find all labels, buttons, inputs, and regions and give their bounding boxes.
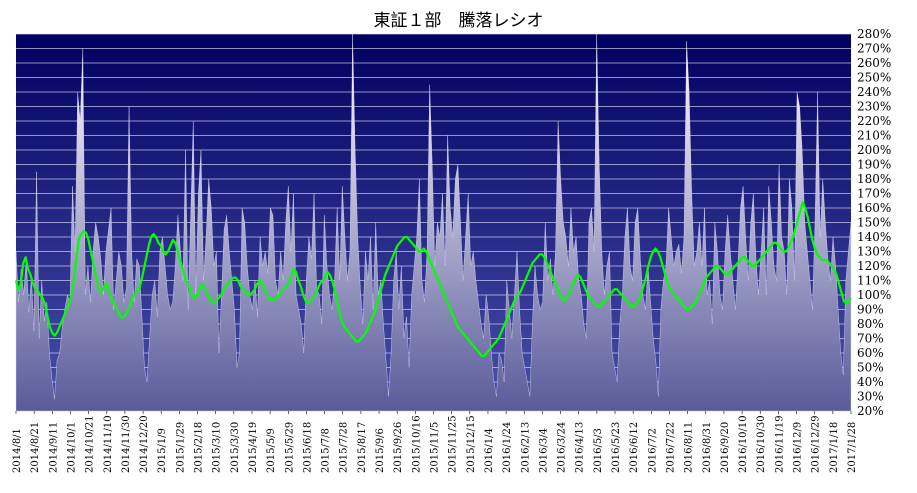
x-tick-label: 2014/9/11 — [48, 422, 59, 473]
x-tick-label: 2015/10/16 — [411, 415, 422, 473]
y-tick-label: 280% — [857, 27, 891, 41]
x-axis: 2014/8/1 2014/8/21 2014/9/11 2014/10/1 2014/… — [12, 411, 858, 473]
x-tick-label: 2015/7/28 — [339, 422, 350, 473]
y-tick-label: 240% — [857, 85, 891, 99]
x-tick-label: 2015/4/19 — [248, 422, 259, 473]
chart-title: 東証１部 騰落レシオ — [373, 11, 544, 31]
x-tick-label: 2014/11/30 — [121, 415, 132, 473]
y-tick-label: 110% — [857, 274, 891, 288]
y-tick-label: 170% — [857, 187, 891, 201]
y-tick-label: 260% — [857, 56, 891, 70]
y-tick-label: 50% — [857, 361, 884, 375]
x-tick-label: 2016/5/3 — [593, 428, 604, 473]
x-tick-label: 2014/10/21 — [85, 415, 96, 473]
x-tick-label: 2016/10/10 — [738, 415, 749, 473]
y-tick-label: 60% — [857, 346, 884, 360]
y-tick-label: 120% — [857, 259, 891, 273]
ratio-area — [15, 33, 852, 412]
x-tick-label: 2016/9/20 — [720, 422, 731, 473]
x-tick-label: 2014/12/20 — [139, 415, 150, 473]
y-axis: 20%30%40%50%60%70%80%90%100%110%120%130%… — [857, 27, 891, 418]
y-tick-label: 160% — [857, 201, 891, 215]
x-tick-label: 2014/8/1 — [12, 428, 23, 473]
y-tick-label: 250% — [857, 71, 891, 85]
y-tick-label: 180% — [857, 172, 891, 186]
x-tick-label: 2015/3/10 — [212, 422, 223, 473]
y-tick-label: 220% — [857, 114, 891, 128]
y-tick-label: 40% — [857, 375, 884, 389]
x-tick-label: 2015/7/8 — [321, 428, 332, 473]
x-tick-label: 2016/2/13 — [520, 422, 531, 473]
x-tick-label: 2016/7/2 — [647, 428, 658, 473]
x-tick-label: 2014/8/21 — [30, 422, 41, 473]
x-tick-label: 2015/5/29 — [284, 422, 295, 473]
y-tick-label: 70% — [857, 332, 884, 346]
x-tick-label: 2015/8/17 — [357, 422, 368, 473]
y-tick-label: 210% — [857, 129, 891, 143]
x-tick-label: 2015/5/9 — [266, 428, 277, 473]
x-tick-label: 2016/1/4 — [484, 428, 495, 473]
x-tick-label: 2016/8/11 — [684, 422, 695, 473]
x-tick-label: 2016/12/29 — [811, 415, 822, 473]
x-tick-label: 2015/1/9 — [157, 428, 168, 473]
y-tick-label: 100% — [857, 288, 891, 302]
moving-average-line — [14, 201, 852, 357]
x-tick-label: 2016/6/12 — [629, 422, 640, 473]
y-tick-label: 200% — [857, 143, 891, 157]
x-tick-label: 2015/6/18 — [302, 422, 313, 473]
x-tick-label: 2015/9/26 — [393, 422, 404, 473]
y-tick-label: 20% — [857, 404, 884, 418]
x-tick-label: 2016/10/30 — [756, 415, 767, 473]
x-tick-label: 2014/10/1 — [67, 422, 78, 473]
y-tick-label: 80% — [857, 317, 884, 331]
x-tick-label: 2015/9/6 — [375, 428, 386, 473]
x-tick-label: 2016/7/22 — [666, 422, 677, 473]
x-tick-label: 2015/11/5 — [430, 422, 441, 473]
y-tick-label: 230% — [857, 100, 891, 114]
x-tick-label: 2016/4/13 — [575, 422, 586, 473]
y-tick-label: 150% — [857, 216, 891, 230]
x-tick-label: 2015/2/18 — [194, 422, 205, 473]
x-tick-label: 2015/12/15 — [466, 415, 477, 473]
x-tick-label: 2016/3/24 — [557, 422, 568, 473]
x-tick-label: 2017/1/28 — [847, 422, 858, 473]
x-tick-label: 2017/1/18 — [829, 422, 840, 473]
y-tick-label: 270% — [857, 42, 891, 56]
ratio-area-layer — [15, 33, 852, 412]
x-tick-label: 2016/8/31 — [702, 422, 713, 473]
x-tick-label: 2015/11/25 — [448, 415, 459, 473]
x-tick-label: 2014/11/10 — [103, 415, 114, 473]
y-tick-label: 90% — [857, 303, 884, 317]
x-tick-label: 2016/5/23 — [611, 422, 622, 473]
y-tick-label: 140% — [857, 230, 891, 244]
x-tick-label: 2016/11/19 — [774, 415, 785, 473]
x-tick-label: 2015/1/29 — [175, 422, 186, 473]
y-tick-label: 130% — [857, 245, 891, 259]
x-tick-label: 2016/1/24 — [502, 422, 513, 473]
y-tick-label: 30% — [857, 390, 884, 404]
x-tick-label: 2016/3/4 — [538, 428, 549, 473]
x-tick-label: 2016/12/9 — [793, 422, 804, 473]
moving-average-layer — [14, 201, 852, 357]
y-tick-label: 190% — [857, 158, 891, 172]
x-tick-label: 2015/3/30 — [230, 422, 241, 473]
